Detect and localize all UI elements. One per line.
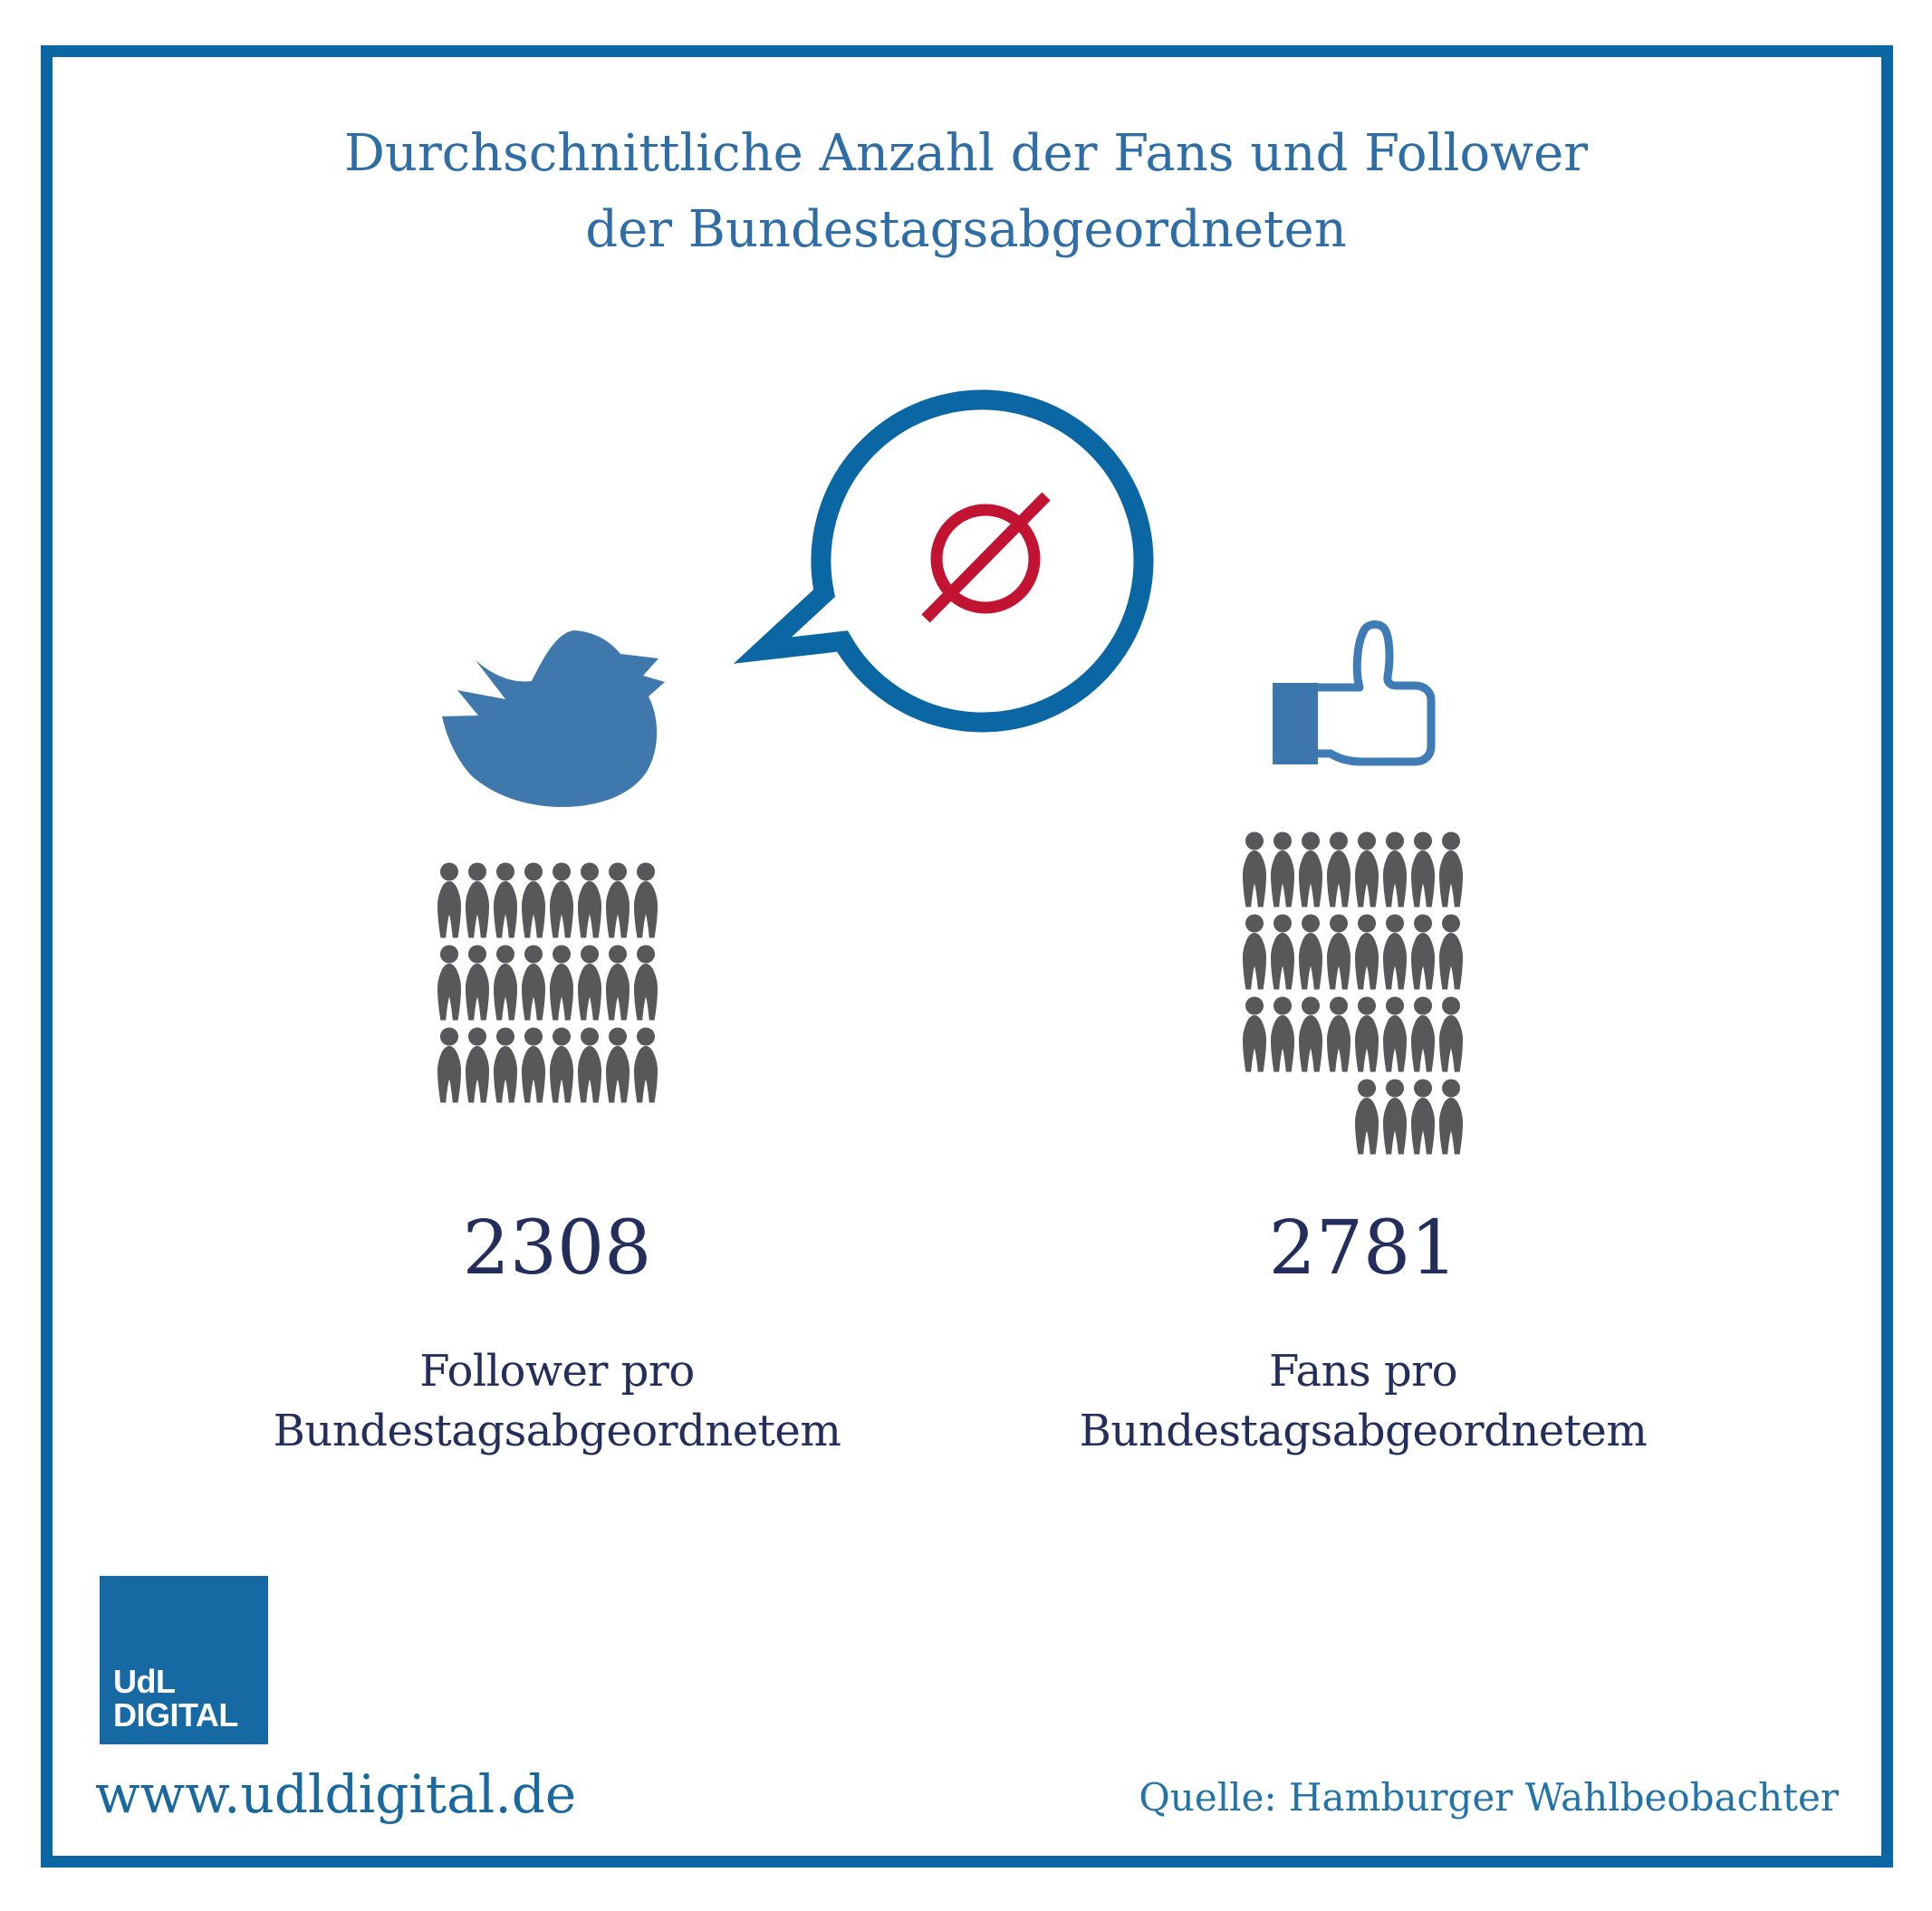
udl-digital-logo-text: UdL DIGITAL <box>113 1665 238 1732</box>
person-icon <box>1383 831 1407 907</box>
person-icon <box>522 862 545 938</box>
person-icon <box>494 1027 517 1103</box>
title-line-2: der Bundestagsabgeordneten <box>585 200 1347 259</box>
person-icon <box>634 945 658 1021</box>
person-icon <box>1439 1079 1463 1155</box>
person-icon <box>494 945 517 1021</box>
person-icon <box>578 945 601 1021</box>
follower-count: 2308 <box>462 1205 652 1292</box>
person-icon <box>1327 831 1350 907</box>
person-icon <box>1411 914 1435 990</box>
page-title: Durchschnittliche Anzahl der Fans und Fo… <box>0 116 1932 268</box>
person-icon <box>606 945 630 1021</box>
person-icon <box>1383 996 1407 1072</box>
fans-count: 2781 <box>1268 1205 1458 1292</box>
logo-line-2: DIGITAL <box>113 1696 238 1733</box>
person-icon <box>550 1027 573 1103</box>
person-icon <box>1439 831 1463 907</box>
follower-label: Follower pro Bundestagsabgeordnetem <box>249 1341 865 1461</box>
average-symbol <box>921 492 1051 623</box>
person-icon <box>550 945 573 1021</box>
person-icon <box>1327 914 1350 990</box>
twitter-bird-icon <box>442 630 665 808</box>
person-icon <box>522 945 545 1021</box>
person-icon <box>1439 996 1463 1072</box>
logo-line-1: UdL <box>113 1663 176 1700</box>
person-icon <box>1243 914 1266 990</box>
title-line-1: Durchschnittliche Anzahl der Fans und Fo… <box>344 124 1588 183</box>
follower-label-line2: Bundestagsabgeordnetem <box>273 1406 841 1456</box>
person-icon <box>1411 1079 1435 1155</box>
pictogram-row <box>437 1027 658 1104</box>
person-icon <box>1299 914 1322 990</box>
person-icon <box>1355 831 1379 907</box>
person-icon <box>1355 996 1379 1072</box>
person-icon <box>578 1027 601 1103</box>
person-icon <box>1243 831 1266 907</box>
person-icon <box>466 862 489 938</box>
source-credit: Quelle: Hamburger Wahlbeobachter <box>1139 1775 1839 1820</box>
follower-pictogram-group <box>437 862 658 1104</box>
pictogram-row <box>437 862 658 939</box>
person-icon <box>522 1027 545 1103</box>
person-icon <box>606 1027 630 1103</box>
pictogram-row <box>1243 1079 1463 1156</box>
person-icon <box>1299 996 1322 1072</box>
fans-label-line1: Fans pro <box>1268 1346 1458 1397</box>
person-icon <box>550 862 573 938</box>
pictogram-row <box>437 945 658 1022</box>
person-icon <box>437 945 461 1021</box>
pictogram-row <box>1243 914 1463 991</box>
person-icon <box>1383 914 1407 990</box>
person-icon <box>1271 831 1294 907</box>
person-icon <box>606 862 630 938</box>
person-icon <box>1383 1079 1407 1155</box>
person-icon <box>1411 831 1435 907</box>
person-icon <box>466 1027 489 1103</box>
facebook-like-icon <box>1273 620 1436 766</box>
person-icon <box>1439 914 1463 990</box>
pictogram-row <box>1243 996 1463 1073</box>
person-icon <box>1355 914 1379 990</box>
fans-label-line2: Bundestagsabgeordnetem <box>1079 1406 1648 1456</box>
speech-bubble-icon <box>734 389 1154 733</box>
udl-digital-logo: UdL DIGITAL <box>100 1576 268 1744</box>
website-url: www.udldigital.de <box>95 1763 577 1825</box>
fans-label: Fans pro Bundestagsabgeordnetem <box>1055 1341 1671 1461</box>
person-icon <box>1271 996 1294 1072</box>
person-icon <box>1327 996 1350 1072</box>
person-icon <box>1243 996 1266 1072</box>
like-cuff <box>1273 683 1318 764</box>
follower-label-line1: Follower pro <box>419 1346 695 1397</box>
fans-pictogram-group <box>1243 831 1463 1156</box>
person-icon <box>634 862 658 938</box>
pictogram-row <box>1243 831 1463 908</box>
person-icon <box>1411 996 1435 1072</box>
person-icon <box>1299 831 1322 907</box>
person-icon <box>1355 1079 1379 1155</box>
person-icon <box>437 1027 461 1103</box>
border-frame <box>41 45 1893 1868</box>
person-icon <box>1271 914 1294 990</box>
person-icon <box>466 945 489 1021</box>
person-icon <box>578 862 601 938</box>
person-icon <box>437 862 461 938</box>
person-icon <box>494 862 517 938</box>
person-icon <box>634 1027 658 1103</box>
